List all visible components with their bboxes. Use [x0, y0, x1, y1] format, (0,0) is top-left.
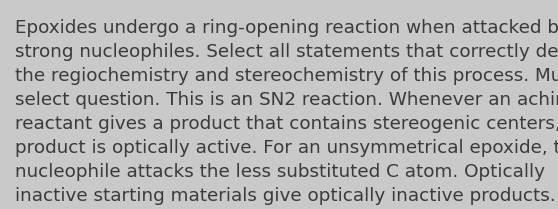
Text: Epoxides undergo a ring-opening reaction when attacked by: Epoxides undergo a ring-opening reaction… [15, 19, 558, 37]
Text: nucleophile attacks the less substituted C atom. Optically: nucleophile attacks the less substituted… [15, 163, 545, 181]
Text: strong nucleophiles. Select all statements that correctly describe: strong nucleophiles. Select all statemen… [15, 43, 558, 61]
Text: inactive starting materials give optically inactive products.: inactive starting materials give optical… [15, 187, 556, 205]
Text: select question. This is an SN2 reaction. Whenever an achiral: select question. This is an SN2 reaction… [15, 91, 558, 109]
Text: product is optically active. For an unsymmetrical epoxide, the: product is optically active. For an unsy… [15, 139, 558, 157]
Text: the regiochemistry and stereochemistry of this process. Multiple: the regiochemistry and stereochemistry o… [15, 67, 558, 85]
Text: reactant gives a product that contains stereogenic centers, the: reactant gives a product that contains s… [15, 115, 558, 133]
